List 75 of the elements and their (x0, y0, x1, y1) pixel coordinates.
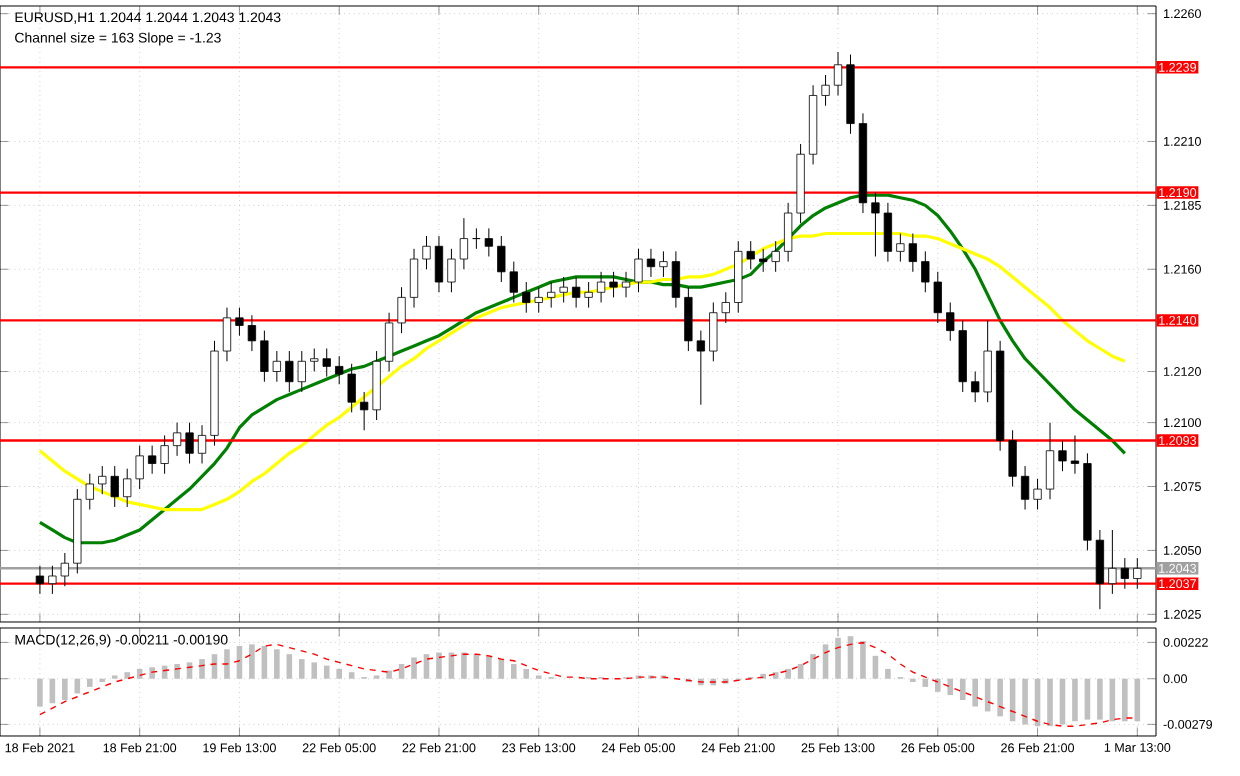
bar (323, 665, 330, 679)
bar (62, 678, 68, 700)
bar (286, 654, 293, 679)
bar (398, 664, 405, 679)
bar (1097, 678, 1103, 720)
bar (860, 641, 866, 679)
candlestick (1020, 465, 1030, 511)
bar (436, 652, 442, 679)
candlestick (659, 250, 668, 278)
bar (461, 652, 467, 679)
candlestick (821, 74, 830, 107)
candlestick (409, 248, 419, 309)
bar (947, 678, 954, 696)
bar (124, 672, 131, 679)
bar (510, 664, 517, 679)
bar (249, 644, 255, 679)
bar (872, 655, 879, 679)
bar (1022, 678, 1028, 725)
bar (1072, 678, 1078, 722)
candlestick (397, 286, 406, 334)
bar (810, 654, 816, 679)
candlestick (1133, 557, 1142, 590)
bar (997, 678, 1003, 717)
bar (1047, 678, 1053, 727)
candlestick (671, 250, 681, 309)
candlestick (596, 271, 606, 303)
bar (411, 657, 417, 679)
candlestick (1070, 434, 1080, 475)
bar (523, 668, 530, 679)
candlestick (1058, 440, 1067, 472)
bar (797, 664, 804, 679)
candlestick (447, 248, 456, 293)
bar (298, 659, 305, 679)
candlestick (197, 424, 207, 465)
bar (149, 667, 155, 679)
bar (934, 678, 941, 692)
candlestick (422, 235, 431, 270)
candlestick (621, 271, 631, 298)
bar (86, 678, 93, 687)
candlestick (172, 422, 182, 457)
candlestick (235, 307, 244, 337)
candlestick (646, 248, 656, 278)
candlestick (459, 217, 469, 270)
bar (37, 678, 43, 707)
bar (486, 655, 492, 679)
candlestick (434, 235, 444, 293)
candlestick (384, 312, 394, 373)
bar (261, 646, 268, 679)
bar (348, 672, 355, 679)
bar (386, 670, 392, 679)
bar (972, 678, 978, 707)
candlestick (871, 192, 880, 257)
bar (885, 668, 891, 679)
bar (224, 649, 230, 679)
bar (199, 659, 205, 679)
candlestick (484, 227, 493, 257)
bar (311, 662, 318, 679)
candlestick (1095, 529, 1105, 610)
candlestick (247, 314, 257, 352)
candlestick (1045, 422, 1055, 500)
bar (1122, 678, 1128, 722)
candlestick (185, 422, 194, 465)
bar (959, 678, 966, 700)
bar (835, 637, 841, 679)
bar (174, 664, 180, 679)
candlestick (883, 202, 893, 263)
candlestick (1033, 478, 1042, 511)
bar (336, 668, 342, 679)
candlestick (222, 307, 232, 362)
candlestick (35, 565, 45, 595)
bar (274, 649, 280, 679)
candlestick (609, 271, 618, 298)
candlestick (634, 248, 643, 293)
candlestick (833, 51, 843, 96)
bar (785, 668, 791, 679)
